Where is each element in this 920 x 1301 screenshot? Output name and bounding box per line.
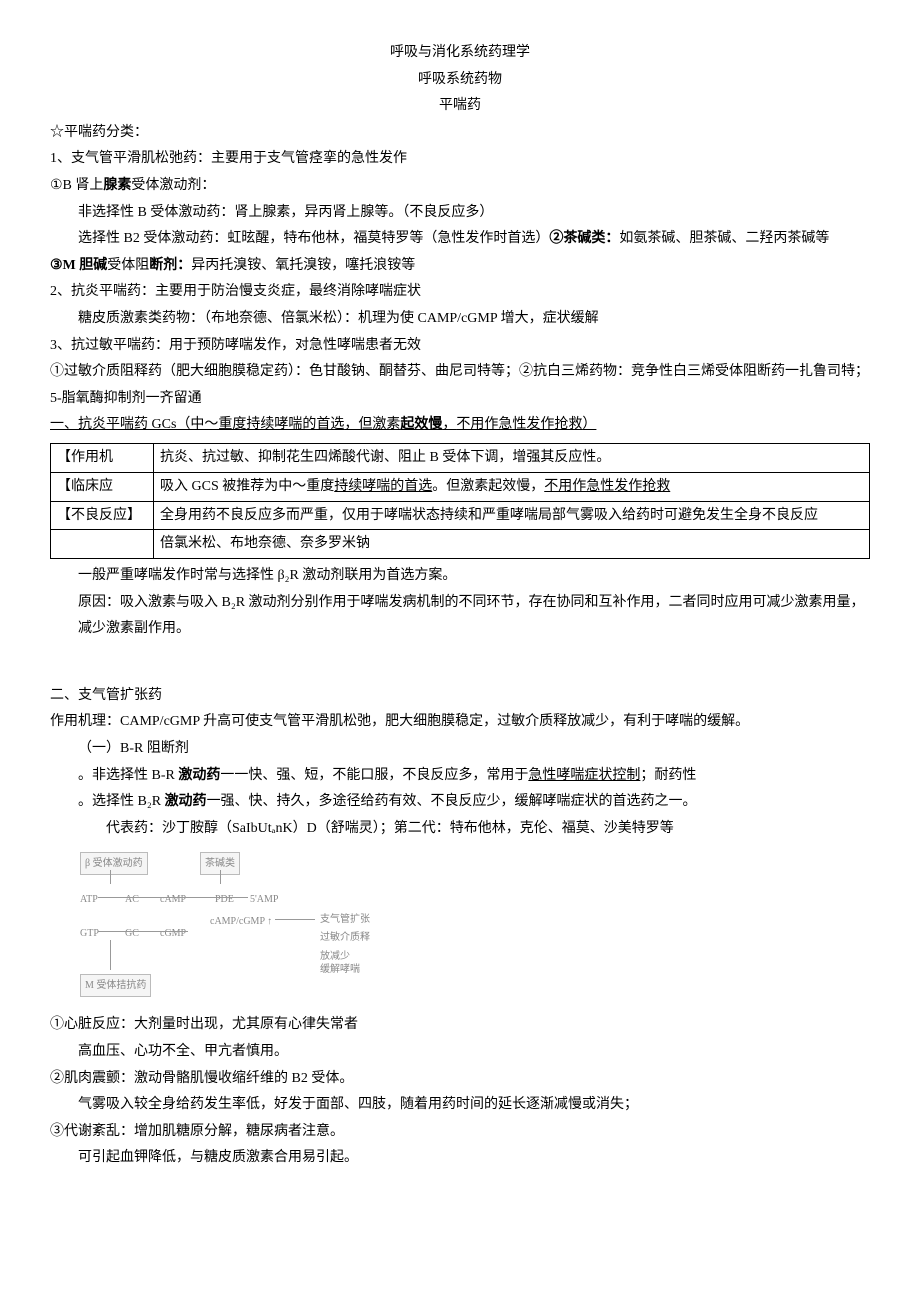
text: 受体阻 bbox=[107, 258, 149, 273]
text: ，但激素 bbox=[344, 417, 400, 432]
gcs-note-1: 一般严重哮喘发作时常与选择性 β₂R 激动剂联用为首选方案。 bbox=[50, 563, 870, 590]
diagram-label: cAMP bbox=[160, 890, 186, 909]
cat-2-detail: 糖皮质激素类药物：（布地奈德、倍氯米松）：机理为使 CAMP/cGMP 增大，症… bbox=[50, 306, 870, 333]
adverse-1: ①心脏反应：大剂量时出现，尤其原有心律失常者 bbox=[50, 1012, 870, 1039]
text-underline: 持续哮喘的首选 bbox=[334, 479, 432, 494]
row-label: 【不良反应】 bbox=[51, 501, 154, 530]
cat-1-sub-1a: 非选择性 B 受体激动药：肾上腺素，异丙肾上腺等。（不良反应多） bbox=[50, 200, 870, 227]
section-2-sub: （一）B-R 阻断剂 bbox=[50, 736, 870, 763]
section-2-representative: 代表药：沙丁胺醇（SaIbUtₐnK）D（舒喘灵）；第二代：特布他林，克伦、福莫… bbox=[50, 816, 870, 843]
text: 吸入 GCS 被推荐为中～重度 bbox=[160, 479, 334, 494]
section-2-selective: 。选择性 B₂R 激动药一强、快、持久，多途径给药有效、不良反应少，缓解哮喘症状… bbox=[50, 789, 870, 816]
cat-1-sub-3: ③M 胆碱受体阻断剂：异丙托溴铵、氧托溴铵，噻托浪铵等 bbox=[50, 253, 870, 280]
section-2-intro: 作用机理：CAMP/cGMP 升高可使支气管平滑肌松弛，肥大细胞膜稳定，过敏介质… bbox=[50, 709, 870, 736]
text: 不用作急性发作抢救 bbox=[456, 417, 582, 432]
adverse-3: ③代谢紊乱：增加肌糖原分解，糖尿病者注意。 bbox=[50, 1119, 870, 1146]
doc-title-3: 平喘药 bbox=[50, 93, 870, 120]
text-bold: 腺素 bbox=[103, 178, 131, 193]
cat-3-detail: ①过敏介质阻释药（肥大细胞膜稳定药）：色甘酸钠、酮替芬、曲尼司特等；②抗白三烯药… bbox=[50, 359, 870, 412]
mechanism-diagram: β 受体激动药 茶碱类 ATP AC cAMP PDE 5'AMP GTP GC… bbox=[80, 852, 400, 1002]
text: 一、抗炎平喘药 GCs（中～重度 bbox=[50, 417, 246, 432]
text: 。但激素起效慢， bbox=[432, 479, 544, 494]
text-underline: 不用作急性发作抢救 bbox=[544, 479, 670, 494]
doc-title-1: 呼吸与消化系统药理学 bbox=[50, 40, 870, 67]
diagram-label: AC bbox=[125, 890, 139, 909]
adverse-3b: 可引起血钾降低，与糖皮质激素合用易引起。 bbox=[50, 1145, 870, 1172]
diagram-label: 缓解哮喘 bbox=[320, 960, 360, 979]
text: 。选择性 B₂R bbox=[78, 794, 161, 809]
diagram-label: PDE bbox=[215, 890, 234, 909]
cat-1: 1、支气管平滑肌松弛药：主要用于支气管痉挛的急性发作 bbox=[50, 146, 870, 173]
text: 一强、快、持久，多途径给药有效、不良反应少，缓解哮喘症状的首选药之一。 bbox=[207, 794, 697, 809]
text: 持续哮喘的首选 bbox=[246, 417, 344, 432]
adverse-1b: 高血压、心功不全、甲亢者慎用。 bbox=[50, 1039, 870, 1066]
doc-title-2: 呼吸系统药物 bbox=[50, 67, 870, 94]
text-bold: 断剂： bbox=[149, 258, 191, 273]
section-1-heading: 一、抗炎平喘药 GCs（中～重度持续哮喘的首选，但激素起效慢，不用作急性发作抢救… bbox=[50, 412, 870, 439]
text: 选择性 B2 受体激动药：虹昡醒，特布他林，福莫特罗等（急性发作时首选） bbox=[50, 226, 549, 253]
diagram-label: GTP bbox=[80, 924, 99, 943]
text-bold: 激动药 bbox=[161, 794, 207, 809]
table-row: 倍氯米松、布地奈德、奈多罗米钠 bbox=[51, 530, 870, 559]
gcs-note-2: 原因：吸入激素与吸入 B₂R 激动剂分别作用于哮喘发病机制的不同环节，存在协同和… bbox=[50, 590, 870, 643]
text-bold: ②茶碱类： bbox=[549, 231, 619, 246]
cat-2: 2、抗炎平喘药：主要用于防治慢支炎症，最终消除哮喘症状 bbox=[50, 279, 870, 306]
classify-heading: ☆平喘药分类： bbox=[50, 120, 870, 147]
section-2-nonselective: 。非选择性 B-R 激动药一一快、强、短，不能口服，不良反应多，常用于急性哮喘症… bbox=[50, 763, 870, 790]
text-bold: 起效慢 bbox=[400, 417, 442, 432]
row-value: 吸入 GCS 被推荐为中～重度持续哮喘的首选。但激素起效慢，不用作急性发作抢救 bbox=[154, 472, 870, 501]
row-value: 全身用药不良反应多而严重，仅用于哮喘状态持续和严重哮喘局部气雾吸入给药时可避免发… bbox=[154, 501, 870, 530]
text-bold: ③M 胆碱 bbox=[50, 258, 107, 273]
text: ①B 肾上 bbox=[50, 178, 103, 193]
diagram-label: 5'AMP bbox=[250, 890, 278, 909]
table-row: 【临床应 吸入 GCS 被推荐为中～重度持续哮喘的首选。但激素起效慢，不用作急性… bbox=[51, 472, 870, 501]
text: 如氨茶碱、胆茶碱、二羟丙茶碱等 bbox=[619, 231, 829, 246]
row-value: 抗炎、抗过敏、抑制花生四烯酸代谢、阻止 B 受体下调，增强其反应性。 bbox=[154, 443, 870, 472]
diagram-label: cAMP/cGMP ↑ bbox=[210, 912, 272, 931]
diagram-label: GC bbox=[125, 924, 139, 943]
section-2-heading: 二、支气管扩张药 bbox=[50, 683, 870, 710]
diagram-box-beta: β 受体激动药 bbox=[80, 852, 148, 875]
cat-1-sub-1: ①B 肾上腺素受体激动剂： bbox=[50, 173, 870, 200]
text-underline: 急性哮喘症状控制 bbox=[528, 768, 640, 783]
gcs-table: 【作用机 抗炎、抗过敏、抑制花生四烯酸代谢、阻止 B 受体下调，增强其反应性。 … bbox=[50, 443, 870, 559]
adverse-2: ②肌肉震颤：激动骨骼肌慢收缩纤维的 B2 受体。 bbox=[50, 1066, 870, 1093]
row-value: 倍氯米松、布地奈德、奈多罗米钠 bbox=[154, 530, 870, 559]
table-row: 【不良反应】 全身用药不良反应多而严重，仅用于哮喘状态持续和严重哮喘局部气雾吸入… bbox=[51, 501, 870, 530]
diagram-label: ATP bbox=[80, 890, 98, 909]
text: ；耐药性 bbox=[640, 768, 696, 783]
text: 一一快、强、短，不能口服，不良反应多，常用于 bbox=[220, 768, 528, 783]
cat-3: 3、抗过敏平喘药：用于预防哮喘发作，对急性哮喘患者无效 bbox=[50, 333, 870, 360]
text: 异丙托溴铵、氧托溴铵，噻托浪铵等 bbox=[191, 258, 415, 273]
row-label: 【作用机 bbox=[51, 443, 154, 472]
adverse-2b: 气雾吸入较全身给药发生率低，好发于面部、四肢，随着用药时间的延长逐渐减慢或消失； bbox=[50, 1092, 870, 1119]
text: ） bbox=[582, 417, 596, 432]
text: 。非选择性 B-R bbox=[78, 768, 175, 783]
table-row: 【作用机 抗炎、抗过敏、抑制花生四烯酸代谢、阻止 B 受体下调，增强其反应性。 bbox=[51, 443, 870, 472]
text-bold: 激动药 bbox=[175, 768, 221, 783]
row-label: 【临床应 bbox=[51, 472, 154, 501]
text: 受体激动剂： bbox=[131, 178, 215, 193]
diagram-box-m: M 受体拮抗药 bbox=[80, 974, 151, 997]
row-label bbox=[51, 530, 154, 559]
cat-1-sub-1b: 选择性 B2 受体激动药：虹昡醒，特布他林，福莫特罗等（急性发作时首选）②茶碱类… bbox=[50, 226, 870, 253]
diagram-label: cGMP bbox=[160, 924, 186, 943]
diagram-label: 支气管扩张 bbox=[320, 910, 370, 929]
text: ， bbox=[442, 417, 456, 432]
